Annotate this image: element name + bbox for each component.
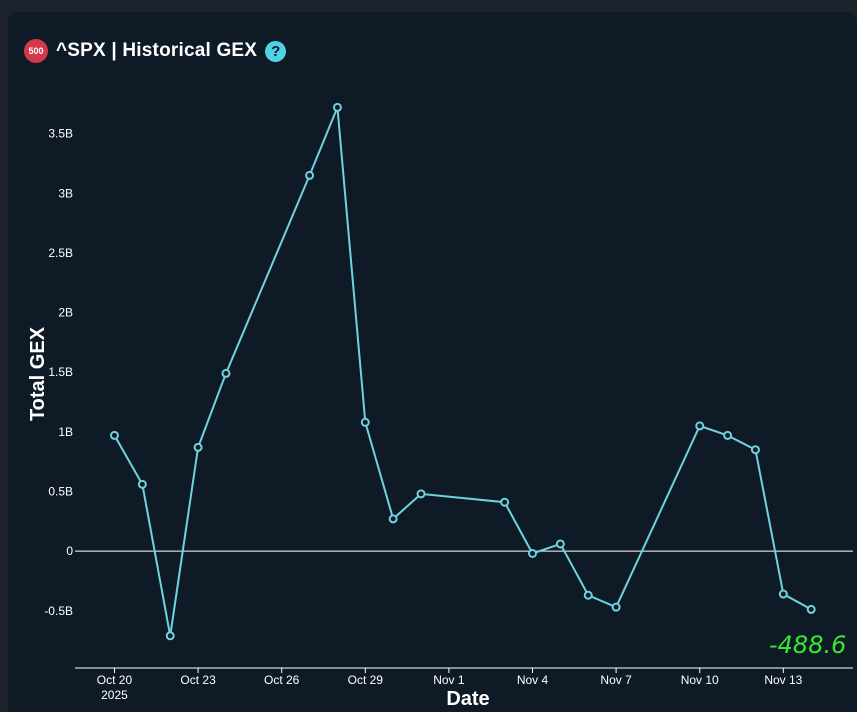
data-point[interactable] — [723, 430, 733, 440]
data-point[interactable] — [305, 170, 315, 180]
x-tick-label: Oct 29 — [348, 673, 384, 687]
gex-series-line — [113, 107, 812, 636]
y-axis-title: Total GEX — [27, 326, 49, 421]
data-point[interactable] — [778, 589, 788, 599]
y-tick-label: 2B — [58, 306, 73, 320]
data-point[interactable] — [332, 102, 342, 112]
data-point[interactable] — [221, 368, 231, 378]
x-tick-sublabel: 2025 — [101, 688, 128, 702]
y-tick-label: 0.5B — [48, 484, 73, 498]
data-point[interactable] — [528, 549, 538, 559]
x-tick-label: Nov 7 — [600, 673, 632, 687]
data-point[interactable] — [500, 497, 510, 507]
y-tick-label: 0 — [66, 544, 73, 558]
data-point[interactable] — [555, 539, 565, 549]
data-point[interactable] — [695, 421, 705, 431]
chart-panel — [8, 12, 857, 712]
data-point[interactable] — [806, 604, 816, 614]
x-tick-label: Oct 20 — [97, 673, 133, 687]
data-point[interactable] — [416, 489, 426, 499]
x-tick-label: Nov 10 — [681, 673, 719, 687]
y-tick-label: 3B — [58, 186, 73, 200]
x-tick-label: Oct 26 — [264, 673, 300, 687]
y-axis-ticks: 3.5B 3B 2.5B 2B 1.5B 1B 0.5B 0 -0.5B — [44, 127, 73, 618]
handwritten-annotation: -488.6 — [769, 631, 846, 659]
data-point[interactable] — [165, 631, 175, 641]
y-tick-label: 2.5B — [48, 246, 73, 260]
chart-header: 500 ^SPX | Historical GEX ? — [24, 38, 287, 64]
data-point[interactable] — [137, 479, 147, 489]
data-point[interactable] — [109, 430, 119, 440]
data-point[interactable] — [388, 514, 398, 524]
x-tick-label: Oct 23 — [180, 673, 216, 687]
x-tick-label: Nov 1 — [433, 673, 465, 687]
data-point[interactable] — [750, 445, 760, 455]
gex-series-points — [109, 102, 816, 641]
chart-title: ^SPX | Historical GEX — [56, 40, 258, 61]
x-axis-title: Date — [446, 688, 489, 710]
data-point[interactable] — [611, 602, 621, 612]
data-point[interactable] — [583, 590, 593, 600]
y-tick-label: -0.5B — [44, 604, 73, 618]
data-point[interactable] — [193, 442, 203, 452]
x-tick-label: Nov 4 — [517, 673, 549, 687]
y-tick-label: 3.5B — [48, 127, 73, 141]
y-tick-label: 1B — [58, 425, 73, 439]
x-tick-label: Nov 13 — [764, 673, 802, 687]
ticker-badge: 500 — [24, 39, 48, 63]
help-icon[interactable]: ? — [265, 40, 287, 62]
data-point[interactable] — [360, 417, 370, 427]
y-tick-label: 1.5B — [48, 365, 73, 379]
